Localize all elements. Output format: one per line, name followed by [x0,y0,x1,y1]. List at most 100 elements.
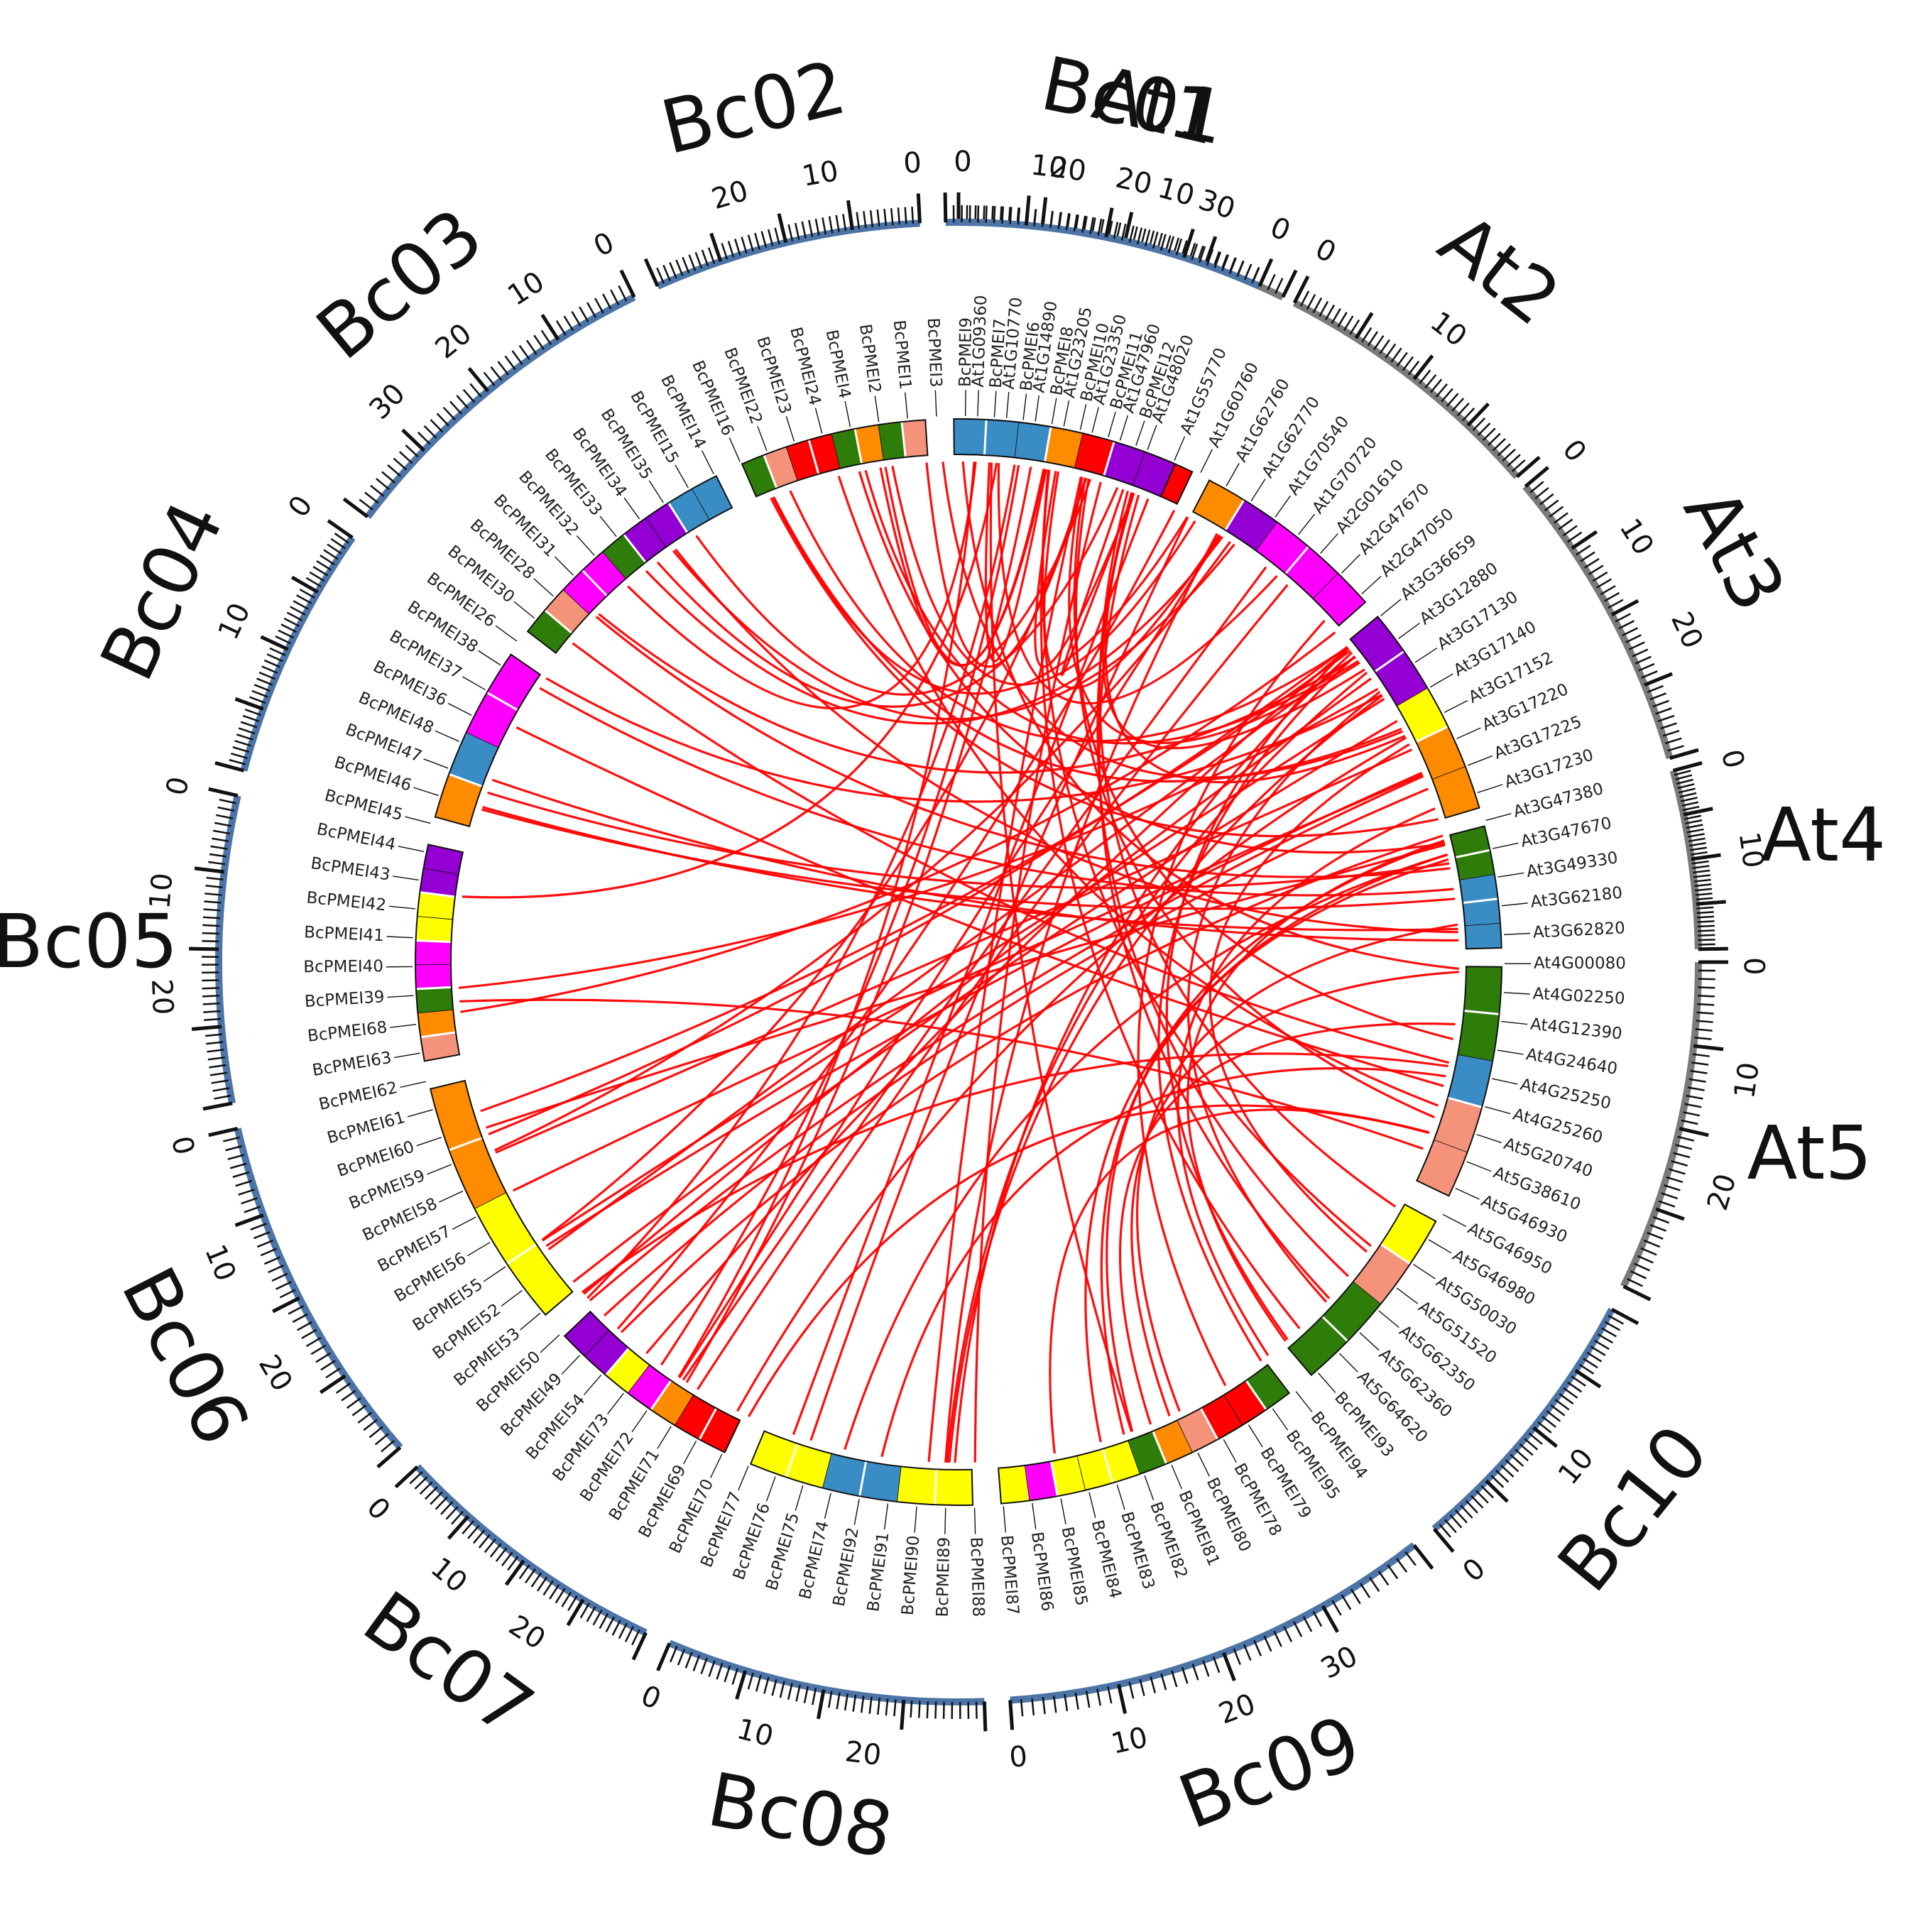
minor-tick [1558,518,1573,530]
tick-label: 0 [636,1679,665,1716]
label-leader [1275,495,1291,518]
collinearity-link [682,566,1267,1381]
minor-tick [1638,662,1655,672]
label-leader [513,601,535,619]
major-tick [208,1126,239,1137]
minor-tick [1635,655,1652,665]
gene-label: BcPMEI90 [899,1535,924,1616]
major-tick [447,1515,470,1540]
tick-label: 20 [844,1735,883,1772]
minor-tick [1337,312,1348,328]
major-tick [467,366,490,393]
minor-tick [1349,319,1360,335]
label-leader [1503,992,1530,995]
chromosome-name-Bc09: Bc09 [1167,1698,1371,1845]
minor-tick [688,254,697,271]
major-tick [272,1296,300,1314]
gene-label: BcPMEI2 [856,323,884,395]
minor-tick [1444,1519,1457,1534]
gene-label: BcPMEI86 [1027,1531,1057,1612]
minor-tick [202,924,220,927]
minor-tick [1697,920,1715,923]
gene-label: BcPMEI24 [786,325,824,408]
minor-tick [1669,1168,1686,1175]
major-tick [376,1446,402,1469]
minor-tick [430,419,444,433]
major-tick [1571,530,1598,550]
gene-label: BcPMEI68 [307,1018,388,1046]
minor-tick [436,413,449,427]
gene-label: At3G62180 [1529,884,1623,912]
minor-tick [202,995,220,998]
minor-tick [747,234,754,252]
minor-tick [1680,797,1698,802]
minor-tick [310,1344,327,1355]
minor-tick [1684,814,1702,820]
minor-tick [1696,1011,1714,1015]
minor-tick [202,932,219,935]
minor-tick [985,205,988,223]
minor-tick [1136,227,1143,245]
minor-tick [1480,1485,1495,1499]
block-outline-Bc07 [563,1310,741,1453]
collinearity-link [572,642,1449,1064]
block-separator [1284,545,1309,575]
minor-tick [795,1684,801,1702]
minor-tick [1544,499,1559,512]
minor-tick [852,1694,857,1712]
label-leader [738,1466,749,1491]
block-separator [763,454,778,489]
collinearity-link [961,461,1460,970]
label-leader [483,1266,506,1282]
minor-tick [586,302,596,318]
minor-tick [320,1360,336,1371]
minor-tick [216,814,234,819]
block-separator [934,1469,938,1505]
scale-arc-Bc04 [240,535,356,772]
minor-tick [229,758,246,765]
minor-tick [701,249,709,267]
chromosome-name-At5: At5 [1747,1110,1872,1196]
minor-tick [1698,978,1715,981]
collinearity-link [1039,469,1301,1330]
minor-tick [1390,347,1402,363]
major-tick [777,213,788,244]
minor-tick [435,1496,449,1510]
major-tick [194,866,225,874]
minor-tick [1590,1346,1606,1356]
minor-tick [592,1610,603,1626]
label-leader [1485,813,1512,822]
minor-tick [1693,874,1711,878]
minor-tick [497,361,510,376]
label-leader [1226,463,1240,487]
minor-tick [1696,911,1714,915]
major-tick [214,761,245,773]
chromosome-name-Bc01: Bc01 [1035,40,1233,162]
major-tick [1679,1126,1709,1137]
minor-tick [1487,432,1501,447]
minor-tick [369,1426,383,1439]
minor-tick [1213,251,1222,268]
minor-tick [1649,692,1666,701]
minor-tick [836,1692,841,1710]
scale-arc-At5 [1620,961,1702,1288]
collinearity-link [1135,923,1458,1412]
minor-tick [484,1538,496,1554]
collinearity-link [1060,489,1135,677]
minor-tick [1341,1594,1352,1610]
minor-tick [747,1672,754,1690]
minor-tick [250,1223,267,1230]
minor-tick [1319,300,1329,317]
tick-label: 10 [143,871,179,910]
block-outline-Bc04 [434,653,542,828]
minor-tick [1694,883,1712,888]
minor-tick [1682,805,1700,812]
minor-tick [1181,1666,1189,1684]
tick-label: 10 [1732,830,1770,871]
minor-tick [1477,422,1491,436]
minor-tick [1632,648,1649,657]
minor-tick [877,1697,881,1715]
tick-label: 20 [145,978,179,1016]
gene-label: BcPMEI9 [956,317,976,387]
